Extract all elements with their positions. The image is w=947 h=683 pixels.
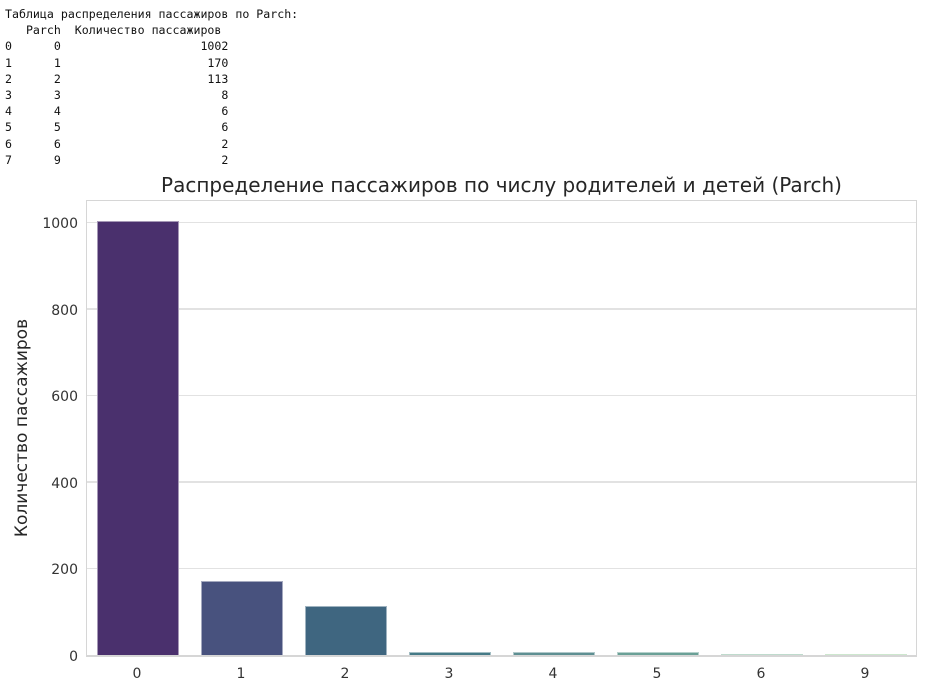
console-row: 4 4 6 <box>5 104 229 119</box>
gridline <box>87 394 916 397</box>
y-tick-label: 200 <box>51 562 78 579</box>
gridline <box>87 481 916 483</box>
console-columns: Parch Количество пассажиров <box>5 23 222 38</box>
x-tick-label: 6 <box>756 666 766 682</box>
console-row: 6 6 2 <box>5 136 229 151</box>
y-tick-label: 0 <box>69 649 78 665</box>
y-axis-label: Количество пассажиров <box>12 318 32 538</box>
gridline <box>87 567 916 570</box>
y-tick-label: 400 <box>51 475 78 492</box>
chart-title: Распределение пассажиров по числу родите… <box>161 173 842 197</box>
x-tick-label: 2 <box>340 666 350 682</box>
bar-parch-4 <box>513 652 595 655</box>
x-tick-label: 1 <box>236 666 246 682</box>
gridline <box>87 308 916 310</box>
x-tick-label: 0 <box>132 666 142 682</box>
bar-parch-1 <box>201 581 283 655</box>
console-row: 3 3 8 <box>5 87 229 102</box>
console-row: 1 1 170 <box>5 55 229 70</box>
console-row: 7 9 2 <box>5 152 229 167</box>
console-row: 5 5 6 <box>5 120 229 135</box>
x-tick-label: 3 <box>444 666 454 682</box>
y-tick-label: 800 <box>51 302 78 319</box>
bar-parch-9 <box>825 654 907 655</box>
console-output: Таблица распределения пассажиров по Parc… <box>5 6 298 168</box>
plot-area <box>86 200 917 657</box>
console-row: 0 0 1002 <box>5 39 229 54</box>
bar-parch-5 <box>617 652 699 655</box>
x-tick-label: 9 <box>860 666 870 682</box>
console-header: Таблица распределения пассажиров по Parc… <box>5 7 299 21</box>
x-tick-label: 4 <box>548 666 558 682</box>
y-tick-label: 600 <box>51 389 78 406</box>
bar-parch-6 <box>721 654 803 655</box>
x-tick-label: 5 <box>652 666 662 682</box>
gridline <box>87 221 916 223</box>
y-tick-label: 1000 <box>42 216 78 232</box>
console-row: 2 2 113 <box>5 71 229 86</box>
bar-parch-2 <box>305 606 387 655</box>
bar-parch-0 <box>97 221 179 655</box>
bar-parch-3 <box>409 651 491 655</box>
